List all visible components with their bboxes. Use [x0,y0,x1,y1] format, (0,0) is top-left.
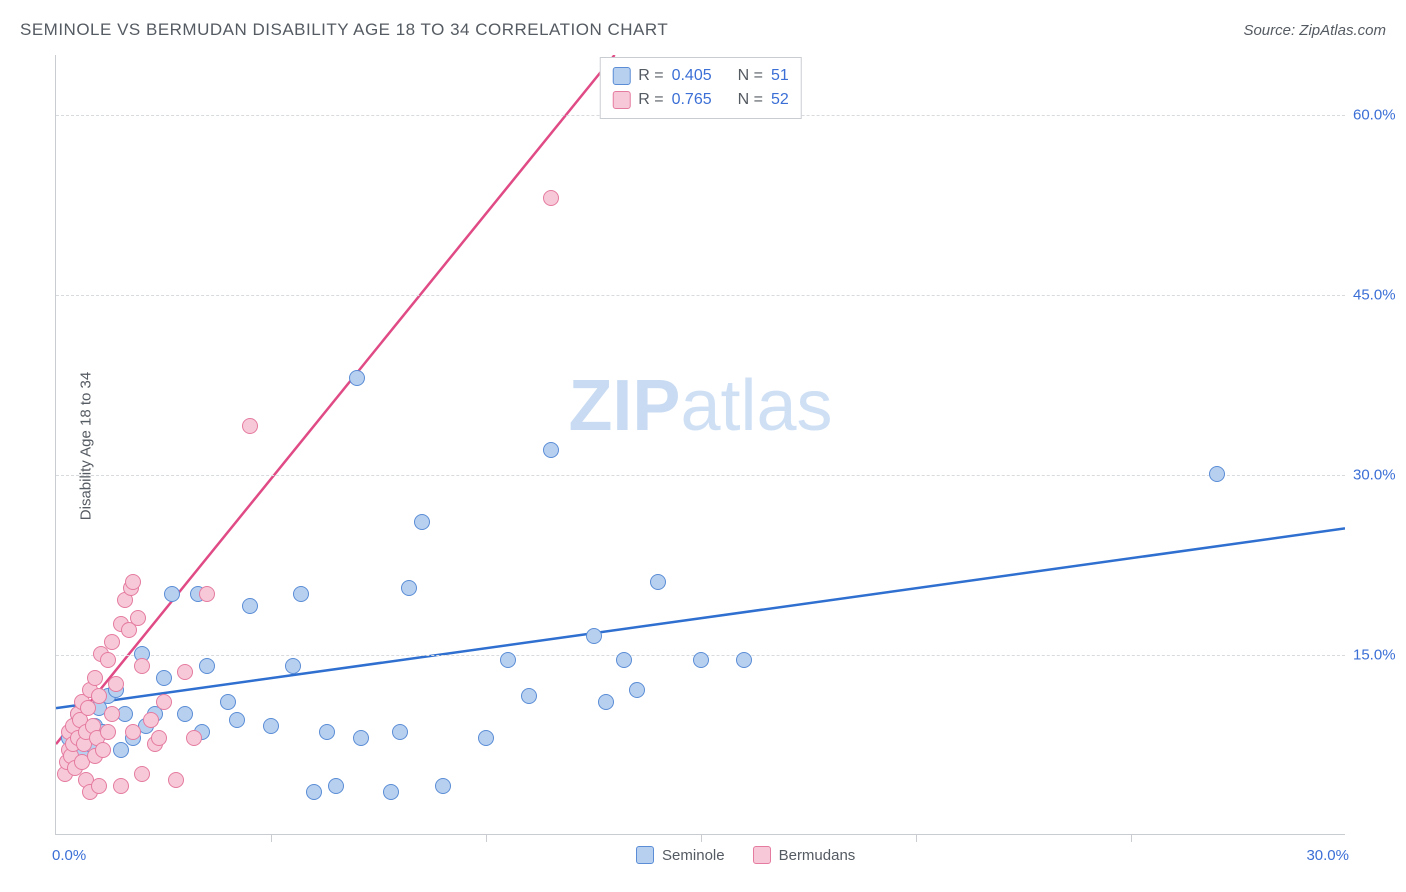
x-tick-label-right: 30.0% [1306,847,1349,864]
data-point [108,676,124,692]
legend-row: R = 0.765 N = 52 [612,88,789,112]
x-tick [271,834,272,842]
legend-item-bermudans: Bermudans [753,846,856,864]
trend-line [56,528,1345,708]
y-tick-label: 60.0% [1353,107,1406,124]
data-point [650,574,666,590]
data-point [349,370,365,386]
data-point [401,580,417,596]
data-point [285,658,301,674]
x-tick [916,834,917,842]
data-point [130,610,146,626]
data-point [353,730,369,746]
data-point [220,694,236,710]
data-point [143,712,159,728]
data-point [125,724,141,740]
data-point [543,442,559,458]
data-point [91,778,107,794]
data-point [199,658,215,674]
data-point [319,724,335,740]
data-point [500,652,516,668]
data-point [186,730,202,746]
data-point [478,730,494,746]
r-label: R = [638,88,663,112]
data-point [199,586,215,602]
correlation-legend: R = 0.405 N = 51 R = 0.765 N = 52 [599,57,802,119]
swatch-seminole [636,846,654,864]
data-point [113,742,129,758]
data-point [87,670,103,686]
n-label: N = [738,64,763,88]
swatch-bermudans [612,91,630,109]
data-point [586,628,602,644]
scatter-plot-area: ZIPatlas R = 0.405 N = 51 R = 0.765 N = … [55,55,1345,835]
trend-line [56,55,615,744]
data-point [113,778,129,794]
data-point [177,706,193,722]
data-point [104,706,120,722]
data-point [242,418,258,434]
data-point [95,742,111,758]
data-point [693,652,709,668]
r-value: 0.765 [672,88,712,112]
data-point [414,514,430,530]
gridline [56,295,1345,296]
legend-item-seminole: Seminole [636,846,725,864]
data-point [293,586,309,602]
trendlines-svg [56,55,1345,834]
legend-label: Seminole [662,847,725,864]
data-point [91,688,107,704]
data-point [156,694,172,710]
series-legend: Seminole Bermudans [636,846,855,864]
data-point [383,784,399,800]
gridline [56,475,1345,476]
data-point [598,694,614,710]
swatch-bermudans [753,846,771,864]
watermark-bold: ZIP [568,366,680,446]
data-point [100,724,116,740]
data-point [1209,466,1225,482]
legend-row: R = 0.405 N = 51 [612,64,789,88]
data-point [242,598,258,614]
data-point [156,670,172,686]
swatch-seminole [612,67,630,85]
n-value: 51 [771,64,789,88]
data-point [263,718,279,734]
y-tick-label: 30.0% [1353,467,1406,484]
data-point [736,652,752,668]
data-point [100,652,116,668]
x-tick [486,834,487,842]
data-point [168,772,184,788]
data-point [543,190,559,206]
data-point [392,724,408,740]
n-value: 52 [771,88,789,112]
data-point [125,574,141,590]
chart-title: SEMINOLE VS BERMUDAN DISABILITY AGE 18 T… [20,20,668,40]
data-point [435,778,451,794]
source-attribution: Source: ZipAtlas.com [1243,22,1386,39]
data-point [229,712,245,728]
y-tick-label: 45.0% [1353,287,1406,304]
watermark-rest: atlas [680,366,832,446]
data-point [177,664,193,680]
data-point [629,682,645,698]
data-point [328,778,344,794]
r-label: R = [638,64,663,88]
x-tick [1131,834,1132,842]
data-point [164,586,180,602]
r-value: 0.405 [672,64,712,88]
data-point [521,688,537,704]
watermark: ZIPatlas [568,365,832,447]
y-tick-label: 15.0% [1353,647,1406,664]
data-point [134,658,150,674]
n-label: N = [738,88,763,112]
data-point [306,784,322,800]
data-point [151,730,167,746]
x-tick-label-left: 0.0% [52,847,86,864]
data-point [104,634,120,650]
data-point [134,766,150,782]
data-point [616,652,632,668]
x-tick [701,834,702,842]
legend-label: Bermudans [779,847,856,864]
